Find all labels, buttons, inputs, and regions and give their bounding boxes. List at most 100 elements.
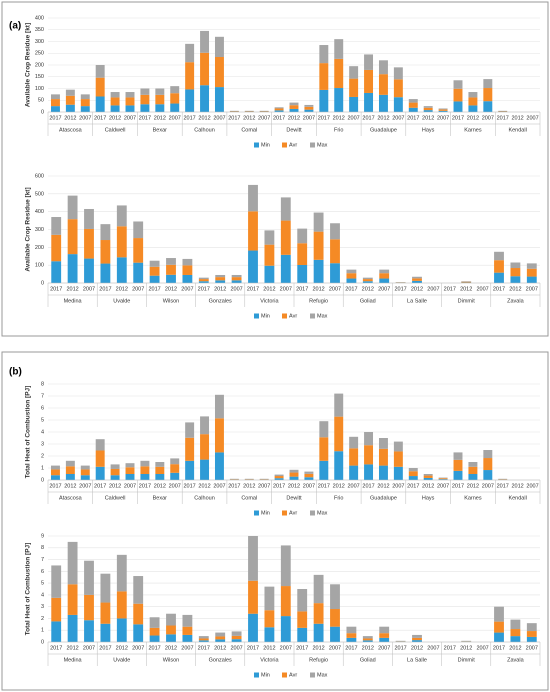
group-label: Calhoun — [194, 495, 215, 501]
bar-segment — [346, 278, 357, 283]
x-tick-label: 2007 — [378, 645, 390, 651]
x-tick-label: 2012 — [165, 286, 177, 292]
bar-segment — [116, 257, 127, 283]
bar-segment — [319, 421, 329, 438]
x-tick-label: 2007 — [348, 483, 360, 489]
bar-segment — [65, 95, 75, 105]
group-label: Kendall — [508, 495, 526, 501]
bar-segment — [116, 226, 127, 258]
bar-segment — [170, 472, 180, 480]
bar-segment — [166, 274, 176, 283]
bar-segment — [438, 108, 448, 110]
bar-segment — [200, 434, 210, 460]
bar-segment — [494, 606, 504, 622]
bar-segment — [378, 60, 388, 75]
group-label: Medina — [64, 657, 83, 663]
bar-segment — [215, 636, 226, 640]
bar-segment — [198, 638, 209, 641]
bar-segment — [110, 475, 120, 480]
bar-segment — [510, 276, 521, 283]
bar-segment — [50, 469, 60, 476]
x-tick-label: 2012 — [214, 645, 226, 651]
bar-segment — [346, 633, 357, 638]
x-tick-label: 2007 — [329, 645, 341, 651]
bar-segment — [50, 99, 60, 107]
bar-segment — [438, 479, 448, 480]
bar-segment — [125, 97, 135, 106]
bar-segment — [453, 101, 463, 112]
bar-segment — [280, 197, 291, 221]
bar-segment — [166, 258, 176, 265]
x-tick-label: 2012 — [288, 483, 300, 489]
x-tick-label: 2012 — [312, 286, 324, 292]
legend-label: Max — [317, 142, 328, 148]
bar-segment — [51, 621, 62, 642]
bar-segment — [185, 422, 195, 438]
bar-segment — [110, 97, 120, 106]
x-tick-label: 2007 — [258, 483, 270, 489]
x-tick-label: 2017 — [296, 286, 308, 292]
x-tick-label: 2017 — [50, 645, 62, 651]
legend-swatch — [282, 142, 287, 148]
y-tick-label: 0 — [41, 280, 44, 286]
group-label: Bexar — [153, 127, 168, 133]
bar-segment — [423, 475, 433, 478]
x-tick-label: 2017 — [497, 483, 509, 489]
y-tick-label: 8 — [41, 545, 44, 551]
x-tick-label: 2017 — [247, 286, 259, 292]
bar-segment — [319, 437, 329, 461]
bar-segment — [304, 106, 314, 110]
x-tick-label: 2017 — [394, 645, 406, 651]
bar-segment — [274, 110, 284, 112]
x-tick-label: 2007 — [230, 645, 242, 651]
bar-segment — [215, 632, 226, 637]
x-tick-label: 2017 — [184, 483, 196, 489]
group-label: Goliad — [360, 657, 376, 663]
group-label: Refugio — [309, 657, 328, 663]
bar-segment — [349, 66, 359, 79]
bar-segment — [51, 597, 62, 622]
y-tick-label: 300 — [35, 227, 44, 233]
bar-segment — [313, 574, 324, 604]
x-tick-label: 2017 — [452, 483, 464, 489]
bar-segment — [408, 468, 418, 472]
group-label: Karnes — [464, 495, 482, 501]
bar-segment — [334, 451, 344, 480]
x-tick-label: 2012 — [362, 645, 374, 651]
legend-label: Avr — [289, 672, 297, 678]
group-label: Victoria — [260, 298, 279, 304]
bar-segment — [214, 394, 224, 419]
group-label: Refugio — [309, 298, 328, 304]
bar-segment — [116, 205, 127, 227]
bar-segment — [84, 258, 94, 283]
group-label: Calhoun — [194, 127, 215, 133]
bar-segment — [334, 39, 344, 59]
bar-segment — [95, 439, 105, 451]
bar-segment — [330, 626, 340, 642]
x-tick-label: 2012 — [243, 483, 255, 489]
bar-segment — [313, 623, 324, 642]
bar-segment — [393, 451, 403, 467]
bar-segment — [65, 89, 75, 96]
x-tick-label: 2012 — [109, 483, 121, 489]
x-tick-label: 2017 — [228, 483, 240, 489]
bar-segment — [116, 554, 127, 592]
bar-segment — [214, 87, 224, 112]
x-tick-label: 2007 — [303, 483, 315, 489]
x-tick-label: 2012 — [362, 286, 374, 292]
group-label: Atascosa — [59, 127, 83, 133]
bar-segment — [110, 468, 120, 476]
bar-segment — [510, 636, 521, 642]
bar-segment — [248, 211, 258, 251]
bar-segment — [200, 30, 210, 53]
x-tick-label: 2017 — [148, 286, 160, 292]
y-tick-label: 3 — [41, 604, 44, 610]
bar-segment — [264, 586, 275, 611]
group-label: Caldwell — [105, 127, 126, 133]
y-tick-label: 6 — [41, 569, 44, 575]
x-tick-label: 2012 — [263, 645, 275, 651]
x-tick-label: 2017 — [139, 483, 151, 489]
bar-segment — [379, 278, 390, 283]
bar-segment — [149, 266, 160, 276]
